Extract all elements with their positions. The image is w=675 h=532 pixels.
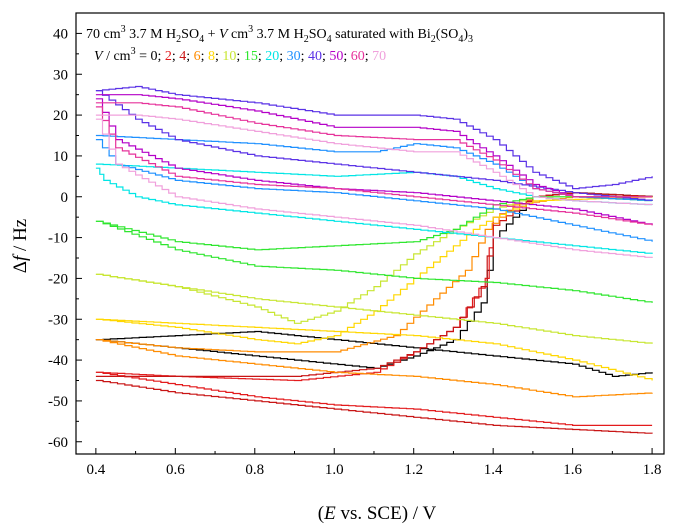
series-line [95,167,653,254]
y-tick-label: 10 [53,149,68,165]
x-tick-label: 1.8 [643,462,662,478]
series-line [95,163,653,206]
series-line [95,196,653,251]
series-group [95,85,653,434]
legend: V / cm3 = 0; 2; 4; 6; 8; 10; 15; 20; 30;… [94,46,386,64]
x-tick-label: 0.6 [166,462,185,478]
legend-var: V [94,49,104,64]
legend-entry: 2 [165,49,172,64]
legend-entry: 4 [179,49,186,64]
legend-entry: 8 [208,49,215,64]
x-axis-title: (E vs. SCE) / V [318,503,437,524]
legend-entry: 20 [265,49,279,64]
y-axis-title: Δf / Hz [10,219,31,273]
series-line [95,371,653,426]
x-tick-label: 1.4 [484,462,503,478]
y-tick-label: -40 [48,353,68,369]
x-tick-label: 0.8 [245,462,264,478]
series-line [95,94,653,198]
legend-entry: 70 [372,49,386,64]
series-line [95,102,653,198]
series-line [95,118,653,258]
series-line [95,114,653,206]
legend-entry: 0 [150,49,157,64]
series-line [95,139,653,242]
series-line [95,339,653,398]
x-tick-label: 0.4 [86,462,105,478]
plot-frame [75,12,665,455]
legend-entry: 6 [194,49,201,64]
x-tick-label: 1.0 [325,462,344,478]
legend-entry: 30 [287,49,301,64]
series-line [95,318,653,381]
chart-title: 70 cm3 3.7 M H2SO4 + V cm3 3.7 M H2SO4 s… [86,24,473,45]
x-tick-label: 1.6 [563,462,582,478]
series-line [95,273,653,344]
legend-entry: 40 [308,49,322,64]
series-line [95,330,653,377]
series-line [95,220,653,303]
series-line [95,98,653,226]
y-tick-label: -20 [48,271,68,287]
series-line [95,192,653,377]
y-tick-label: 0 [61,190,69,206]
y-tick-label: 20 [53,108,68,124]
y-tick-label: 40 [53,26,68,42]
x-tick-label: 1.2 [404,462,423,478]
y-tick-labels: -60 -50 -40 -30 -20 -10 0 10 20 30 40 [48,26,68,450]
series-line [95,85,653,190]
legend-entry: 15 [244,49,258,64]
y-tick-label: -10 [48,231,68,247]
legend-entry: 10 [222,49,236,64]
y-tick-label: -30 [48,312,68,328]
legend-entry: 60 [351,49,365,64]
legend-entry: 50 [329,49,343,64]
y-tick-label: -50 [48,394,68,410]
x-tick-labels: 0.4 0.6 0.8 1.0 1.2 1.4 1.6 1.8 [86,462,661,478]
series-line [95,106,653,226]
tick-group [76,32,653,454]
series-line [95,196,653,345]
y-tick-label: 30 [53,67,68,83]
y-tick-label: -60 [48,435,68,451]
series-line [95,379,653,434]
series-line [95,196,653,324]
